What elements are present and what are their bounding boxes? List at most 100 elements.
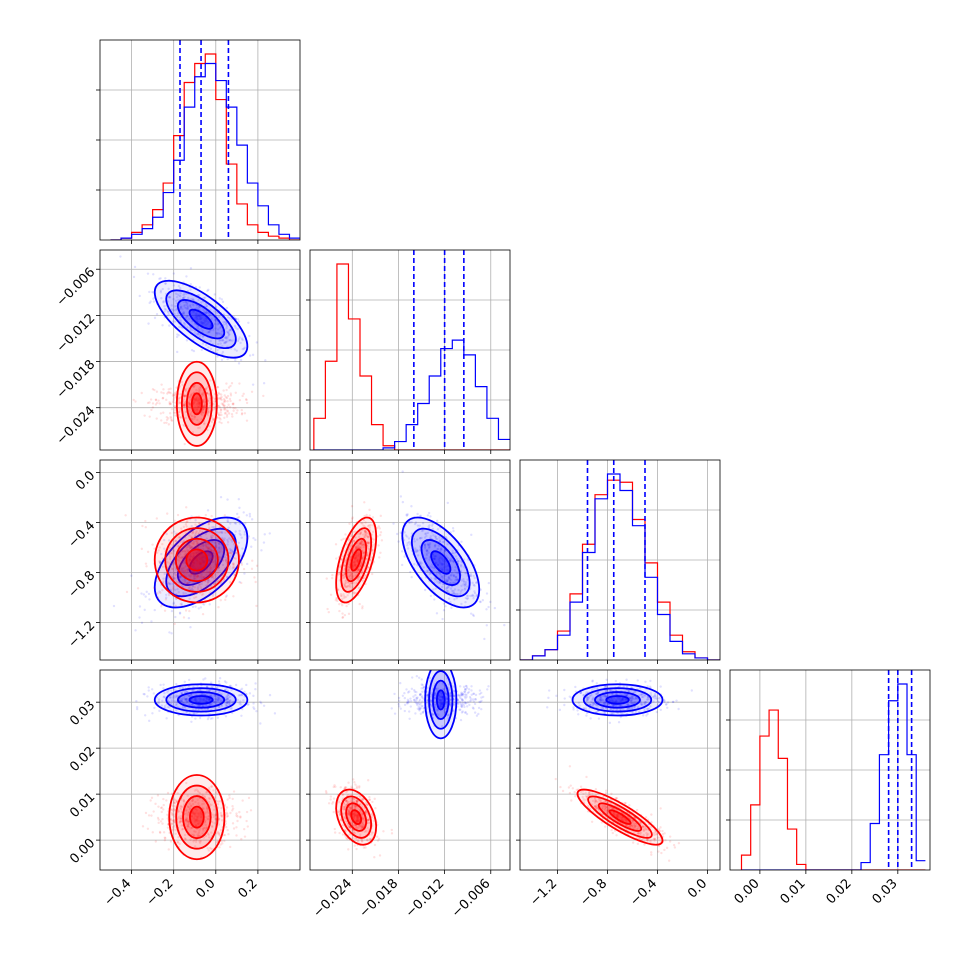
scatter-point [189, 711, 192, 715]
scatter-point [233, 348, 237, 351]
scatter-point [470, 594, 474, 597]
scatter-point [440, 548, 443, 551]
scatter-point [406, 547, 410, 550]
scatter-point [214, 817, 217, 821]
scatter-point [173, 414, 177, 417]
scatter-point [396, 532, 399, 536]
scatter-point [379, 531, 383, 534]
scatter-point [424, 532, 427, 536]
scatter-point [219, 557, 223, 560]
scatter-point [119, 255, 122, 258]
scatter-point [245, 401, 249, 405]
scatter-point [180, 692, 184, 695]
scatter-point [202, 560, 205, 563]
scatter-point [233, 521, 237, 525]
scatter-point [217, 542, 221, 545]
scatter-point [459, 693, 463, 696]
scatter-point [158, 277, 161, 281]
scatter-point [436, 563, 440, 566]
scatter-point [455, 592, 458, 596]
scatter-point [206, 411, 210, 414]
scatter-point [235, 512, 239, 516]
scatter-point [334, 785, 337, 788]
scatter-point [198, 840, 201, 843]
scatter-point [226, 543, 229, 546]
scatter-point [180, 527, 183, 530]
scatter-point [214, 544, 218, 547]
scatter-point [197, 814, 201, 817]
scatter-point [212, 549, 215, 553]
scatter-point [217, 818, 221, 821]
scatter-point [440, 696, 444, 699]
scatter-point [198, 699, 202, 702]
scatter-point [343, 564, 346, 567]
scatter-point [429, 515, 432, 518]
contour-0-3 [430, 550, 452, 575]
scatter-point [201, 708, 204, 711]
scatter-point [148, 415, 151, 418]
scatter-point [190, 826, 194, 829]
scatter-point [162, 580, 165, 583]
scatter-point [205, 311, 209, 314]
scatter-point [182, 403, 185, 407]
scatter-point [210, 831, 213, 834]
scatter-point [208, 572, 212, 575]
scatter-point [207, 797, 211, 800]
scatter-point [199, 586, 202, 589]
scatter-point [197, 400, 200, 403]
scatter-point [425, 552, 429, 555]
scatter-point [219, 342, 222, 345]
scatter-point [464, 688, 467, 691]
scatter-point [251, 559, 254, 562]
scatter-point [155, 390, 159, 393]
scatter-point [342, 572, 346, 575]
scatter-point [199, 317, 202, 321]
scatter-point [367, 818, 370, 822]
scatter-point [193, 540, 196, 543]
scatter-point [179, 815, 182, 818]
scatter-point [343, 564, 346, 568]
scatter-point [165, 532, 168, 536]
scatter-point [416, 524, 420, 527]
scatter-point [177, 396, 181, 399]
scatter-point [159, 820, 163, 823]
scatter-point [206, 817, 209, 821]
scatter-point [199, 557, 202, 561]
scatter-point [138, 605, 142, 608]
scatter-point [181, 383, 184, 386]
scatter-point [437, 544, 441, 547]
scatter-point [229, 549, 232, 553]
scatter-point [422, 687, 425, 690]
scatter-point [481, 599, 485, 602]
scatter-point [209, 571, 213, 574]
scatter-point [262, 382, 266, 385]
scatter-point [219, 599, 222, 602]
scatter-point [453, 694, 456, 698]
scatter-point [464, 711, 467, 714]
scatter-point [444, 691, 447, 694]
scatter-point [209, 347, 213, 351]
scatter-point [213, 805, 216, 808]
scatter-point [190, 394, 193, 398]
scatter-point [222, 579, 226, 583]
scatter-point [349, 534, 353, 537]
scatter-point [439, 548, 442, 551]
scatter-point [418, 537, 422, 540]
scatter-point [198, 561, 202, 564]
scatter-point [358, 602, 361, 606]
scatter-point [422, 707, 425, 710]
scatter-point [182, 293, 185, 297]
scatter-point [187, 702, 190, 706]
scatter-point [438, 556, 442, 559]
scatter-point [464, 582, 467, 586]
scatter-point [468, 700, 472, 703]
scatter-point [462, 578, 465, 581]
scatter-point [153, 706, 156, 710]
scatter-point [362, 518, 366, 522]
scatter-point [414, 550, 417, 554]
scatter-point [168, 695, 172, 699]
scatter-point [200, 573, 203, 576]
scatter-point [459, 590, 463, 593]
scatter-point [198, 400, 202, 403]
scatter-point [200, 593, 204, 597]
